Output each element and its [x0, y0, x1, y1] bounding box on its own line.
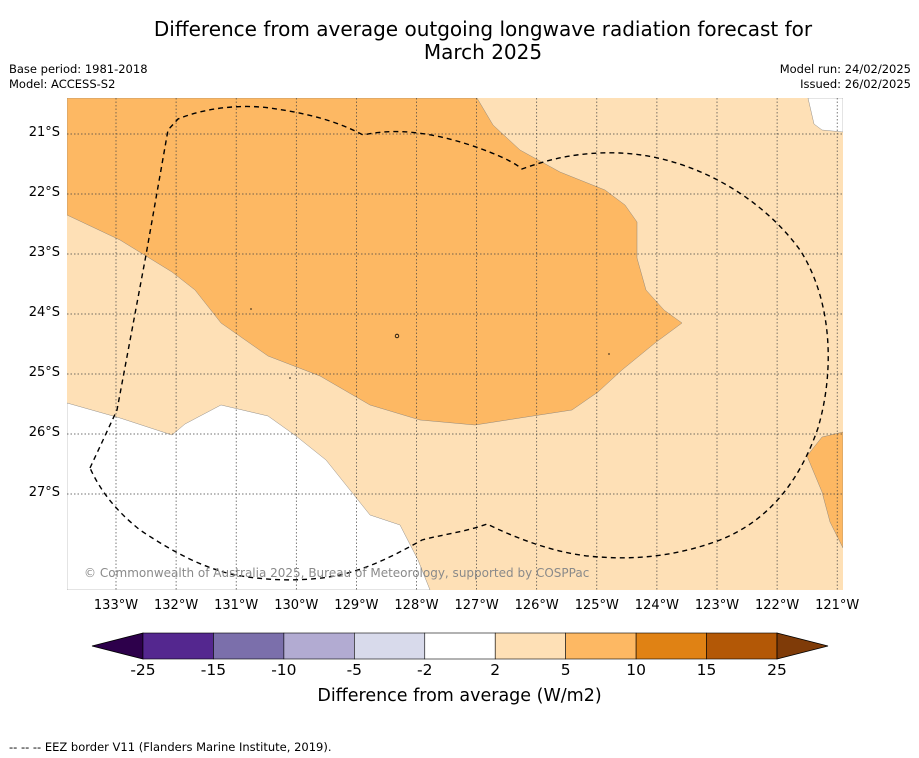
colorbar-segment — [213, 632, 285, 660]
small-islands — [250, 308, 610, 379]
colorbar-tick-label: -10 — [271, 661, 297, 679]
colorbar-tick-label: -15 — [200, 661, 227, 679]
eez-border — [89, 105, 829, 581]
colorbar-segment — [283, 632, 355, 660]
longitude-tick-label: 132°W — [154, 598, 199, 613]
longitude-tick-label: 122°W — [755, 598, 800, 613]
longitude-tick-label: 128°W — [394, 598, 439, 613]
longitude-tick-label: 127°W — [454, 598, 499, 613]
base-period: Base period: 1981-2018 — [9, 62, 148, 76]
colorbar-tick-label: 5 — [560, 661, 571, 679]
longitude-tick-label: 126°W — [514, 598, 559, 613]
colorbar-tick-label: -2 — [417, 661, 433, 679]
longitude-tick-label: 129°W — [334, 598, 379, 613]
eez-legend-note: -- -- -- EEZ border V11 (Flanders Marine… — [9, 740, 332, 754]
colorbar-segment — [354, 632, 426, 660]
meta-right: Model run: 24/02/2025 Issued: 26/02/2025 — [780, 62, 911, 92]
colorbar-tick-label: -5 — [346, 661, 363, 679]
latitude-tick-label: 26°S — [28, 425, 60, 440]
longitude-tick-label: 121°W — [815, 598, 860, 613]
latitude-tick-label: 27°S — [28, 485, 60, 500]
colorbar-tick-label: 15 — [696, 661, 717, 679]
model-name: Model: ACCESS-S2 — [9, 77, 116, 91]
longitude-tick-label: 125°W — [574, 598, 619, 613]
colorbar-over-extend — [776, 632, 829, 660]
title-line-2: March 2025 — [423, 40, 543, 64]
colorbar-segment — [565, 632, 637, 660]
colorbar-segment — [635, 632, 707, 660]
chart-title: Difference from average outgoing longwav… — [0, 18, 919, 64]
issued-date: Issued: 26/02/2025 — [800, 77, 911, 91]
title-line-1: Difference from average outgoing longwav… — [153, 17, 813, 41]
meta-left: Base period: 1981-2018 Model: ACCESS-S2 — [9, 62, 148, 92]
colorbar-tick-label: -25 — [130, 661, 156, 679]
colorbar-under-extend — [91, 632, 144, 660]
longitude-tick-label: 131°W — [214, 598, 259, 613]
longitude-tick-label: 123°W — [694, 598, 740, 613]
latitude-tick-label: 22°S — [28, 185, 60, 200]
region-orange-east — [806, 431, 843, 549]
map-area — [67, 98, 843, 590]
longitude-tick-label: 130°W — [274, 598, 319, 613]
latitude-tick-label: 25°S — [28, 365, 60, 380]
colorbar-tick-label: 2 — [490, 661, 501, 679]
colorbar-label: Difference from average (W/m2) — [317, 686, 602, 706]
colorbar-tick-label: 10 — [626, 661, 646, 679]
latitude-tick-label: 24°S — [28, 305, 60, 320]
colorbar-segment — [424, 632, 496, 660]
model-run: Model run: 24/02/2025 — [779, 62, 911, 76]
longitude-tick-label: 124°W — [634, 598, 679, 613]
latitude-tick-label: 21°S — [28, 125, 60, 140]
copyright-notice: © Commonwealth of Australia 2025, Bureau… — [84, 566, 590, 580]
latitude-tick-label: 23°S — [28, 245, 60, 260]
region-white-corner — [807, 98, 843, 133]
region-orange-anomaly — [67, 98, 683, 426]
colorbar-tick-label: 25 — [767, 661, 787, 679]
colorbar — [91, 632, 829, 660]
colorbar-segment — [142, 632, 214, 660]
longitude-tick-label: 133°W — [93, 598, 139, 613]
colorbar-segment — [494, 632, 566, 660]
colorbar-segment — [706, 632, 778, 660]
